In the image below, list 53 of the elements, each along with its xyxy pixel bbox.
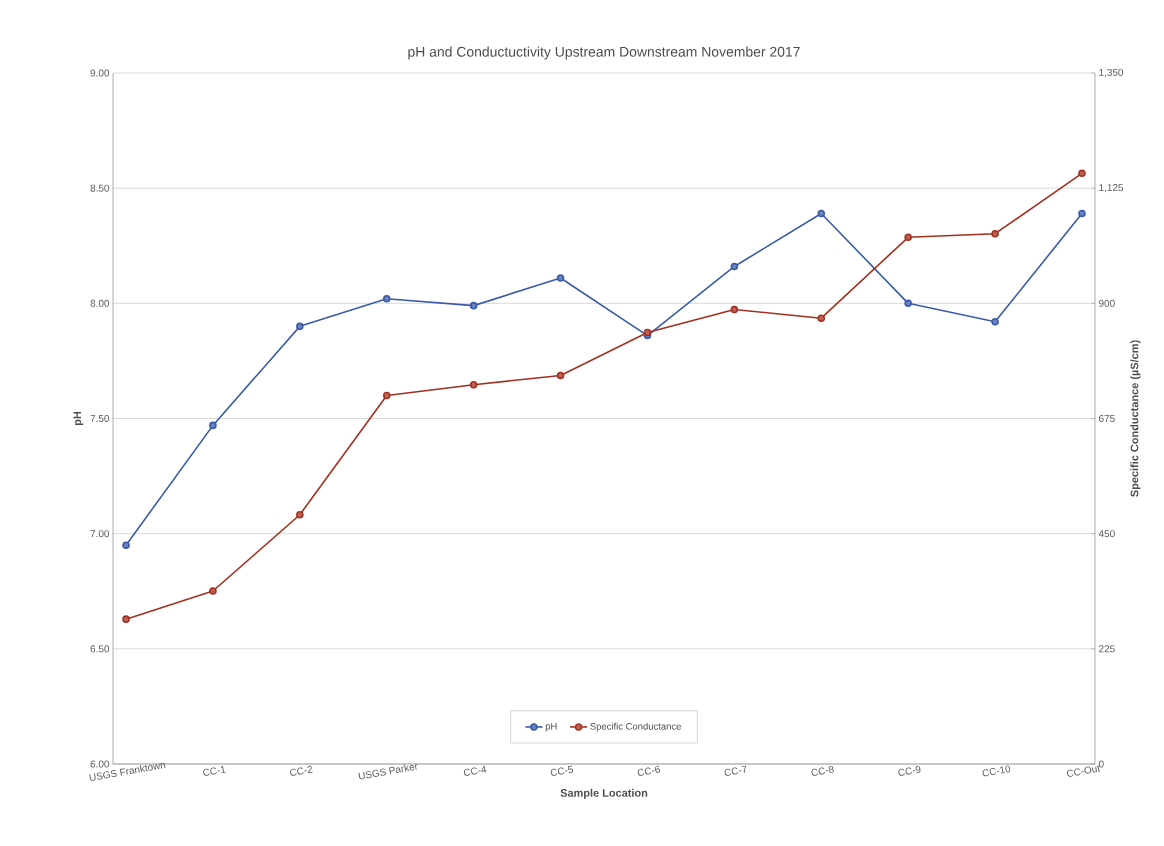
y-tick-label: 6.50 xyxy=(90,645,110,653)
x-tick-label: CC-6 xyxy=(637,765,660,776)
point xyxy=(122,615,130,623)
y-tick-label: 7.50 xyxy=(90,414,110,423)
point xyxy=(556,371,565,380)
y-tick-label: 8.50 xyxy=(90,184,110,192)
point xyxy=(730,305,739,314)
y2-axis-title: Specific Conductance (µS/cm) xyxy=(1130,340,1141,497)
x-tick-label: USGS Parker xyxy=(358,764,418,780)
legend-label: pH xyxy=(545,722,557,732)
legend-label: Specific Conductance xyxy=(590,722,681,732)
x-tick-label: CC-8 xyxy=(811,765,834,776)
point xyxy=(209,587,217,595)
x-tick-label: CC-2 xyxy=(290,765,313,776)
x-tick-label: CC-Out xyxy=(1066,765,1101,777)
x-axis-title: Sample Location xyxy=(560,788,648,799)
y2-tick-label: 675 xyxy=(1099,414,1115,423)
y-tick-label: 6.00 xyxy=(90,760,110,768)
y-tick-label: 7.00 xyxy=(90,530,110,538)
y2-tick-label: 225 xyxy=(1099,645,1115,653)
x-tick-label: CC-1 xyxy=(203,765,226,776)
y-axis-title: pH xyxy=(73,411,84,426)
point xyxy=(209,421,217,430)
point xyxy=(904,299,912,308)
point xyxy=(817,314,826,322)
point xyxy=(556,274,565,282)
point xyxy=(817,209,826,218)
x-tick-label: CC-10 xyxy=(982,765,1011,777)
y2-tick-label: 1,125 xyxy=(1099,184,1124,193)
y2-tick-label: 450 xyxy=(1098,530,1115,538)
point xyxy=(296,510,304,519)
point xyxy=(1078,209,1086,218)
point xyxy=(122,541,130,549)
x-tick-label: CC-9 xyxy=(898,765,921,776)
y2-tick-label: 0 xyxy=(1098,760,1104,768)
chart-title: pH and Conductuctivity Upstream Downstream November 2017 xyxy=(408,46,800,60)
y2-tick-label: 1,350 xyxy=(1099,68,1124,78)
y2-tick-label: 900 xyxy=(1099,299,1115,307)
x-tick-label: CC-7 xyxy=(724,765,747,776)
point xyxy=(730,262,739,271)
point xyxy=(991,317,999,326)
point xyxy=(469,301,478,310)
point xyxy=(382,391,391,400)
x-tick-label: CC-5 xyxy=(550,765,574,776)
y-tick-label: 8.00 xyxy=(90,299,110,307)
y-tick-label: 9.00 xyxy=(90,69,110,77)
point xyxy=(469,380,478,389)
x-tick-label: CC-4 xyxy=(463,765,487,776)
point xyxy=(382,294,391,303)
point xyxy=(991,229,999,238)
point xyxy=(296,322,304,331)
point xyxy=(904,233,912,242)
point xyxy=(1078,169,1086,178)
